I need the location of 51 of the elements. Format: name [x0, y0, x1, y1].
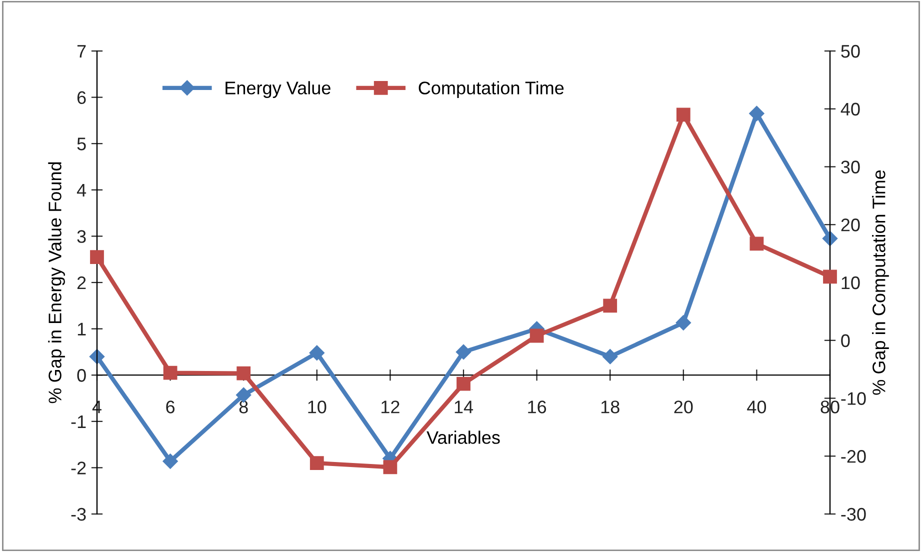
- y-tick-label: 5: [77, 138, 86, 150]
- point: [236, 387, 252, 403]
- point: [383, 460, 398, 474]
- point: [602, 349, 618, 364]
- point: [310, 456, 324, 470]
- x-tick-label: 18: [601, 400, 620, 414]
- y-tick-label: 6: [77, 91, 86, 104]
- point: [749, 106, 764, 122]
- y2-tick-label: 20: [841, 218, 860, 232]
- point: [90, 250, 104, 264]
- point: [750, 236, 764, 251]
- x-tick-label: 12: [382, 400, 400, 414]
- x-tick-label: 14: [454, 400, 474, 414]
- point: [456, 376, 470, 391]
- x-tick-label: 40: [747, 400, 766, 414]
- y-tick-label: 4: [76, 184, 86, 196]
- point: [676, 108, 690, 122]
- point: [162, 454, 178, 469]
- point: [530, 328, 544, 343]
- y2-axis-title: % Gap in Computation Time: [872, 170, 889, 395]
- y-tick-label: -2: [71, 462, 86, 474]
- x-tick-label: 20: [674, 400, 693, 414]
- point: [456, 344, 472, 360]
- y-tick-label: -1: [71, 416, 86, 428]
- y-tick-label: 1: [78, 322, 86, 336]
- y-tick-label: 3: [77, 230, 86, 243]
- point: [163, 366, 178, 380]
- x-axis-title: Variables: [426, 430, 500, 444]
- point: [236, 366, 251, 380]
- point: [309, 345, 324, 360]
- y-tick-label: 7: [77, 45, 86, 58]
- point: [676, 315, 691, 330]
- point: [823, 270, 837, 284]
- y2-tick-label: -20: [841, 450, 866, 463]
- point: [603, 298, 618, 313]
- y-axis-title: % Gap in Energy Value Found: [48, 162, 65, 404]
- legend-label: Energy Value: [226, 81, 330, 98]
- y-tick-label: 0: [77, 369, 86, 382]
- y2-tick-label: 10: [842, 276, 860, 290]
- x-tick-label: 16: [528, 400, 546, 414]
- y2-tick-label: 40: [840, 102, 860, 116]
- y2-tick-label: 30: [841, 160, 860, 174]
- x-tick-label: 10: [308, 400, 326, 414]
- y-tick-label: -3: [71, 508, 86, 521]
- y2-tick-label: -10: [841, 392, 866, 405]
- x-tick-label: 6: [166, 400, 175, 414]
- legend-label: Computation Time: [418, 81, 564, 98]
- y2-tick-label: 0: [841, 334, 850, 348]
- y2-tick-label: 50: [841, 44, 860, 58]
- y2-tick-label: -30: [841, 508, 866, 521]
- y-tick-label: 2: [77, 276, 86, 290]
